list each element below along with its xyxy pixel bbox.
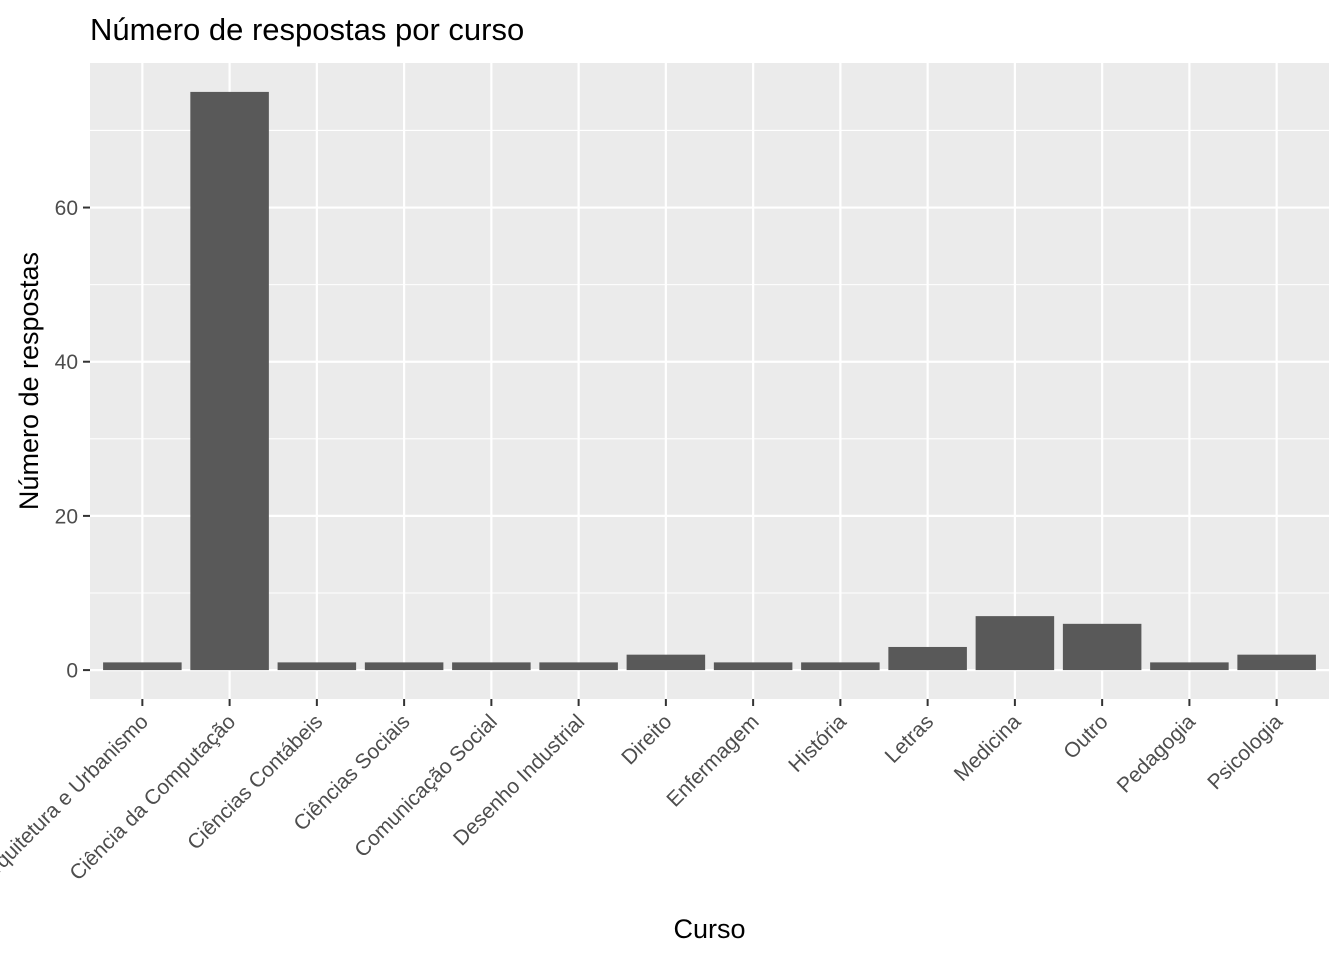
y-tick-label: 60 (55, 197, 78, 220)
grid-minor (90, 129, 1329, 594)
bars (103, 91, 1316, 671)
y-axis: 0 20 40 60 (55, 197, 90, 683)
x-tick-label: Outro (1059, 710, 1112, 763)
x-tick-label: Letras (881, 710, 939, 768)
bar (103, 662, 182, 671)
chart-title: Número de respostas por curso (90, 12, 524, 47)
grid-major (90, 63, 1329, 699)
x-tick-label: Comunicação Social (350, 710, 502, 862)
x-tick-label: Direito (617, 710, 676, 769)
x-axis-title: Curso (673, 914, 745, 944)
bar (713, 662, 793, 671)
x-tick-label: Enfermagem (662, 710, 763, 811)
x-tick-label: Psicologia (1203, 710, 1287, 794)
bar (1150, 662, 1229, 671)
x-tick-label: Pedagogia (1113, 710, 1201, 798)
x-tick-label: História (784, 710, 851, 777)
x-tick-label: Ciência da Computação (65, 710, 240, 885)
y-tick-label: 20 (55, 505, 78, 528)
bar (452, 662, 531, 671)
bar (626, 654, 706, 671)
bar (1062, 623, 1142, 671)
plot-panel (90, 63, 1329, 699)
bar (539, 662, 618, 671)
bar (1237, 654, 1316, 671)
bar (888, 646, 967, 671)
bar (277, 662, 357, 671)
bar (975, 616, 1055, 671)
bar (801, 662, 880, 671)
y-tick-label: 40 (55, 351, 78, 374)
y-tick-label: 0 (66, 660, 78, 683)
bar (190, 91, 269, 671)
bar (364, 662, 444, 671)
y-axis-title: Número de respostas (14, 252, 44, 510)
x-tick-label: Medicina (950, 710, 1026, 786)
